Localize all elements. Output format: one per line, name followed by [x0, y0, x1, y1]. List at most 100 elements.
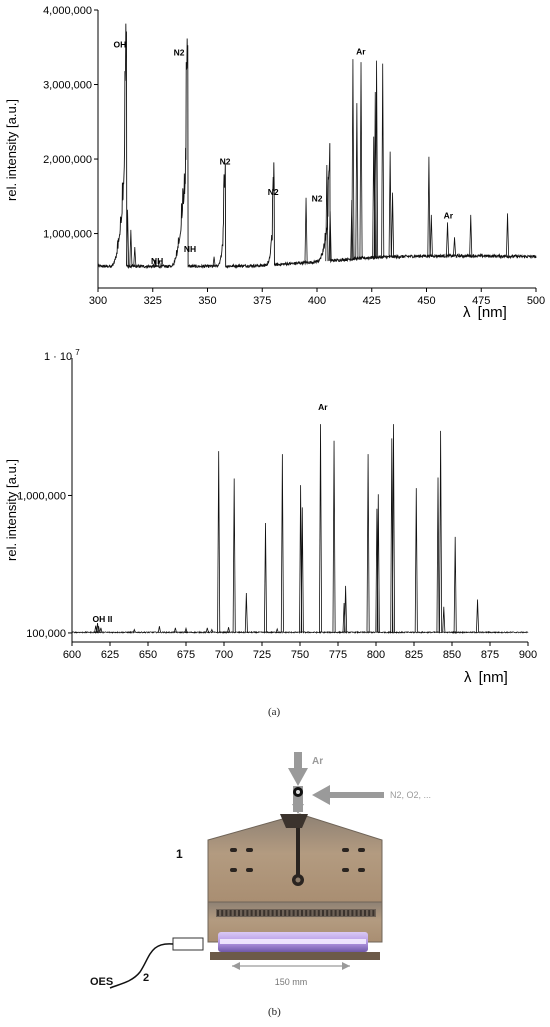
mount-hole — [342, 868, 349, 872]
side-gas-label: N2, O2, ... — [390, 790, 431, 800]
emission-line-peak — [429, 214, 433, 256]
y-tick-label: 1,000,000 — [17, 490, 66, 502]
x-tick-label: 375 — [253, 295, 271, 307]
vent-slot — [217, 910, 219, 916]
emission-line-peak — [375, 60, 379, 258]
x-tick-label: 775 — [329, 649, 347, 661]
emission-line-peak — [212, 256, 216, 267]
emission-line-peak — [328, 211, 332, 261]
emission-line-peak — [506, 213, 510, 257]
peak-annotation: N2 — [312, 194, 323, 204]
vent-slot — [347, 910, 350, 916]
vent-slot — [326, 910, 329, 916]
emission-line-peak — [439, 430, 443, 633]
scale-bar — [232, 962, 350, 970]
spectrum-trace — [71, 630, 529, 635]
emission-line-peak — [280, 454, 284, 633]
emission-line-peak — [391, 424, 395, 633]
vent-slot — [292, 910, 295, 916]
emission-line-peak — [446, 222, 450, 256]
vent-slot — [301, 910, 303, 916]
spectrum-trace — [97, 23, 537, 270]
x-tick-label: 350 — [198, 295, 216, 307]
x-tick-label: 475 — [472, 295, 490, 307]
vent-slot — [322, 910, 324, 916]
emission-line-peak — [275, 627, 279, 633]
mount-hole — [358, 868, 365, 872]
x-tick-label: 450 — [417, 295, 435, 307]
x-tick-label: 425 — [363, 295, 381, 307]
peak-annotation: NH — [151, 256, 163, 266]
emission-line-peak — [129, 229, 133, 267]
vent-slot — [338, 910, 341, 916]
oes-spectrum-600-900nm: 1 · 10 7 rel. intensity [a.u.] 100,000 1,… — [4, 348, 537, 686]
device-number: 1 — [176, 847, 183, 861]
x-axis-symbol: λ — [463, 304, 471, 321]
x-tick-label: 750 — [291, 649, 309, 661]
x-tick-label: 850 — [443, 649, 461, 661]
vent-slot — [275, 910, 278, 916]
vent-slot — [330, 910, 333, 916]
peak-annotation: N2 — [220, 156, 231, 166]
vent-slot — [254, 910, 257, 916]
x-tick-label: 900 — [519, 649, 537, 661]
vent-slot — [242, 910, 245, 916]
emission-line-peak — [355, 103, 359, 259]
oes-number: 2 — [143, 972, 149, 984]
vent-slot — [309, 910, 312, 916]
vent-slot — [364, 910, 366, 916]
emission-line-peak — [325, 164, 329, 262]
x-tick-label: 725 — [253, 649, 271, 661]
vent-slot — [225, 910, 228, 916]
vent-slot — [238, 910, 240, 916]
emission-line-peak — [263, 523, 267, 633]
emission-line-peak — [232, 478, 236, 633]
emission-line-peak — [153, 259, 157, 267]
mount-hole — [342, 848, 349, 852]
emission-line-peak — [414, 488, 418, 633]
vent-slot — [233, 910, 236, 916]
emission-line-peak — [173, 627, 177, 633]
emission-line-peak — [304, 197, 308, 263]
emission-line-peak — [388, 151, 392, 257]
y-tick-label: 100,000 — [26, 628, 66, 640]
vent-slot — [267, 910, 270, 916]
oes-label: OES — [90, 976, 113, 988]
y-axis-label: rel. intensity [a.u.] — [4, 459, 19, 561]
vent-slot — [317, 910, 320, 916]
peak-annotation: NH — [184, 244, 196, 254]
vent-slot — [288, 910, 291, 916]
x-tick-label: 675 — [177, 649, 195, 661]
emission-line-peak — [332, 440, 336, 633]
y-tick-label: 1,000,000 — [43, 229, 92, 241]
plasma-device-body — [207, 813, 383, 943]
emission-line-peak — [300, 507, 304, 633]
gas-inlet-label: Ar — [312, 756, 323, 767]
caption-a: (a) — [268, 706, 281, 718]
vent-slot — [355, 910, 358, 916]
vent-slot — [296, 910, 299, 916]
emission-line-peak — [126, 209, 130, 267]
x-tick-label: 325 — [144, 295, 162, 307]
emission-line-peak — [133, 246, 137, 267]
x-axis-unit: [nm] — [479, 669, 508, 686]
side-gas-arrow — [312, 785, 384, 805]
x-tick-label: 800 — [367, 649, 385, 661]
emission-line-peak — [376, 494, 380, 633]
emission-line-peak — [427, 156, 431, 256]
emission-line-peak — [359, 62, 363, 259]
emission-line-peak — [184, 626, 188, 633]
emission-line-peak — [436, 477, 440, 633]
gas-junction-icon — [292, 786, 304, 814]
vent-slot — [284, 910, 287, 916]
vent-slot — [280, 910, 282, 916]
vent-slot — [263, 910, 266, 916]
vent-slot — [305, 910, 308, 916]
x-tick-label: 875 — [481, 649, 499, 661]
mount-hole — [358, 848, 365, 852]
vent-slot — [221, 910, 224, 916]
peak-annotation: Ar — [318, 402, 328, 412]
emission-line-peak — [157, 626, 161, 633]
emission-line-peak — [344, 585, 348, 633]
x-tick-label: 300 — [89, 295, 107, 307]
